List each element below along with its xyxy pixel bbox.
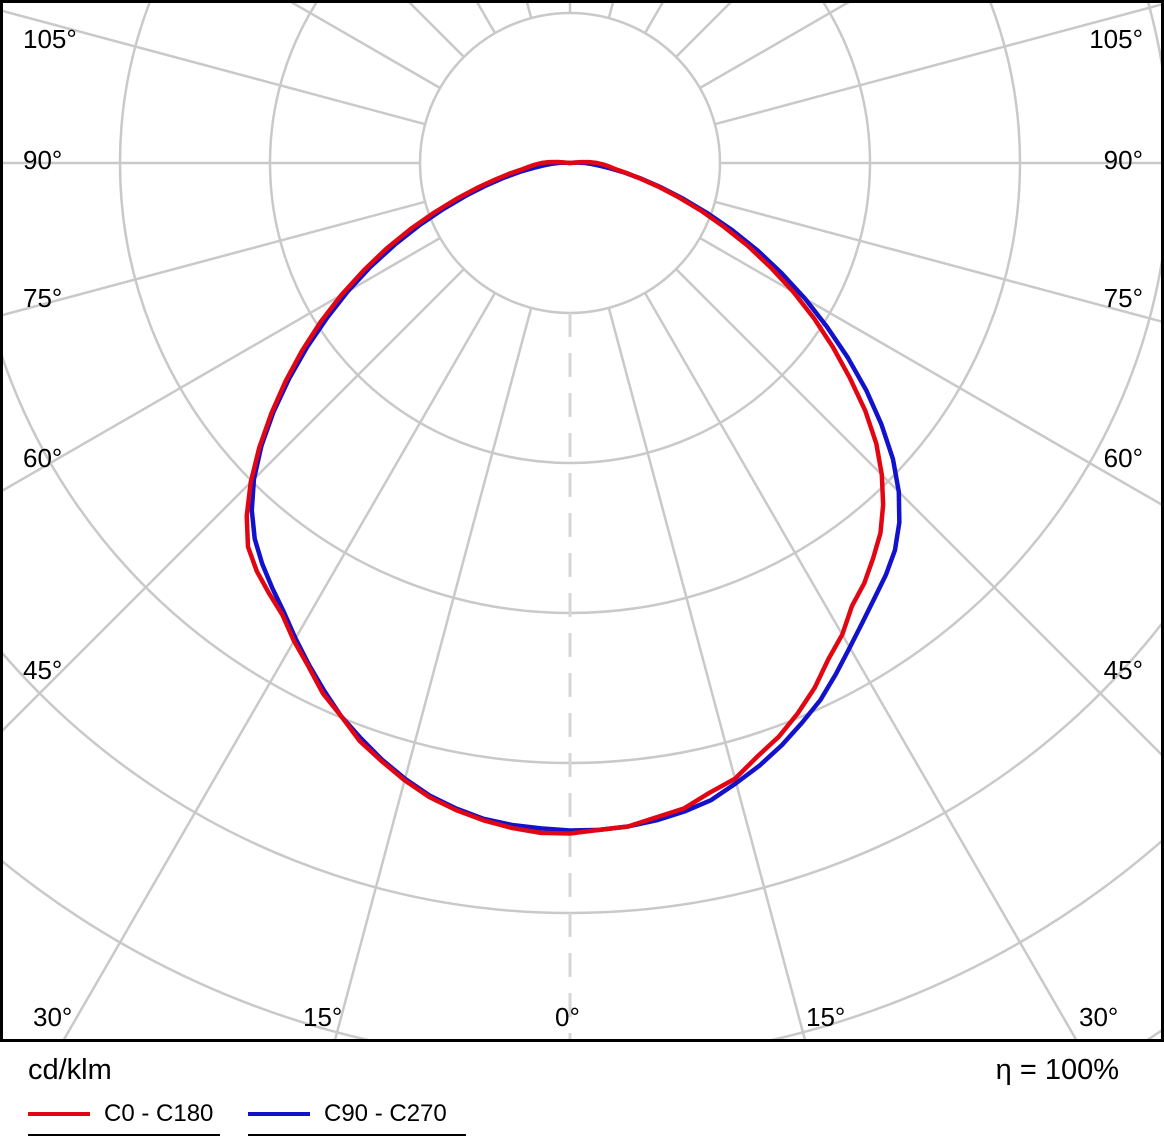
angle-tick-label: 60°: [23, 443, 63, 473]
angle-tick-label: 15°: [303, 1002, 343, 1032]
angle-tick-label: 0°: [555, 1002, 580, 1032]
c90-c270-line-swatch: [248, 1112, 310, 1116]
angle-tick-label: 45°: [1103, 655, 1143, 685]
angle-tick-label: 90°: [23, 145, 63, 175]
polar-plot-area: 105° 105° 90° 90° 75° 75° 60° 60° 45° 45° 30° 15° 0°…: [0, 0, 1164, 1042]
diagram-footer: cd/klm η = 100% C0 - C180 C90 - C270: [0, 1042, 1164, 1140]
angle-tick-label: 15°: [806, 1002, 846, 1032]
legend-item-c90-c270: C90 - C270: [248, 1098, 466, 1136]
angle-tick-label: 45°: [23, 655, 63, 685]
legend-item-c0-c180: C0 - C180: [28, 1098, 220, 1136]
polar-grid-and-curves: [3, 3, 1161, 1039]
angle-tick-label: 30°: [33, 1002, 73, 1032]
legend-label-c0-c180: C0 - C180: [104, 1100, 214, 1127]
angle-tick-label: 75°: [1103, 283, 1143, 313]
angle-tick-label: 90°: [1103, 145, 1143, 175]
angle-tick-label: 105°: [23, 24, 77, 54]
legend-label-c90-c270: C90 - C270: [324, 1100, 447, 1127]
curve-c0-c180: [244, 159, 886, 836]
c0-c180-line-swatch: [28, 1112, 90, 1116]
angle-tick-label: 75°: [23, 283, 63, 313]
efficiency-label: η = 100%: [995, 1054, 1119, 1086]
angle-tick-label: 60°: [1103, 443, 1143, 473]
angle-tick-label: 105°: [1089, 24, 1143, 54]
unit-label: cd/klm: [28, 1054, 112, 1086]
legend: C0 - C180 C90 - C270: [0, 1098, 1164, 1138]
angle-tick-label: 30°: [1079, 1002, 1119, 1032]
